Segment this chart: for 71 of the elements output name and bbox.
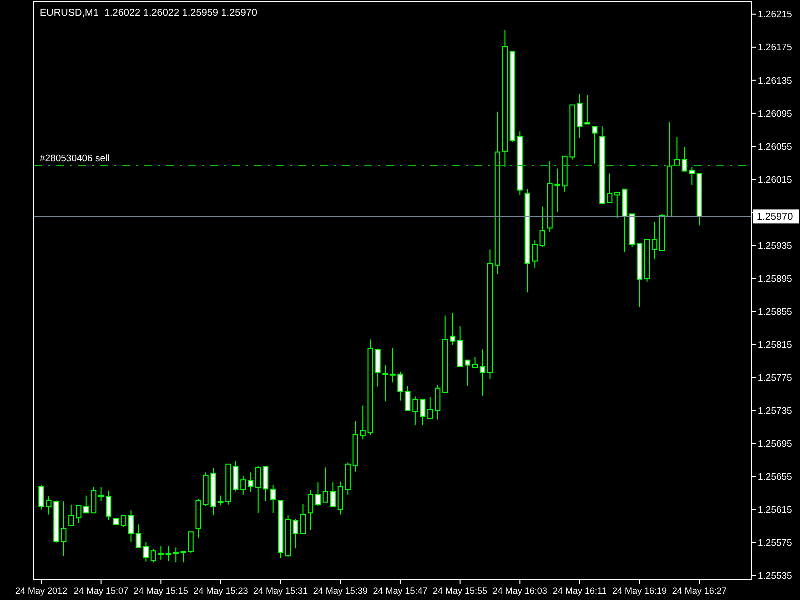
y-tick-label: 1.25575 — [758, 538, 792, 550]
candlestick — [338, 481, 344, 516]
candlestick — [76, 505, 82, 524]
candlestick — [450, 312, 456, 346]
candlestick — [532, 240, 538, 268]
y-tick-label: 1.26055 — [758, 142, 792, 153]
y-tick-label: 1.26135 — [758, 76, 792, 87]
candlestick — [472, 356, 478, 368]
y-tick-label: 1.25695 — [758, 439, 792, 450]
x-tick-label: 24 May 15:39 — [313, 586, 368, 596]
y-tick-label: 1.26095 — [758, 108, 792, 120]
candlestick — [68, 504, 74, 526]
candlestick — [614, 192, 620, 219]
candlestick — [682, 146, 688, 172]
candlestick — [292, 518, 299, 550]
candlestick — [270, 484, 276, 514]
candlestick — [464, 360, 471, 386]
y-tick-label: 1.25655 — [758, 472, 792, 484]
candlestick — [166, 546, 172, 562]
candlestick — [300, 504, 306, 534]
x-tick-label: 24 May 16:27 — [672, 586, 727, 596]
candlestick — [120, 515, 127, 528]
candlestick — [158, 546, 164, 561]
x-tick-label: 24 May 15:07 — [74, 586, 129, 596]
candlestick — [322, 467, 329, 503]
candlestick — [540, 206, 546, 248]
candlestick — [106, 490, 112, 522]
candlestick — [652, 222, 658, 260]
x-tick-label: 24 May 15:23 — [194, 586, 248, 596]
candlestick — [689, 166, 695, 186]
candlestick — [315, 482, 322, 508]
candlestick — [248, 472, 254, 493]
ref-line-label: #280530406 sell — [40, 153, 110, 164]
candlestick — [150, 548, 156, 564]
y-tick-label: 1.25535 — [758, 571, 792, 582]
x-tick-label: 24 May 15:47 — [373, 586, 428, 596]
x-tick-label: 24 May 15:15 — [134, 586, 188, 596]
y-tick-label: 1.25735 — [758, 406, 792, 418]
candlestick — [173, 547, 179, 564]
candlestick — [308, 489, 314, 531]
candlestick — [330, 482, 336, 508]
candlestick — [143, 542, 150, 562]
y-tick-label: 1.26175 — [758, 42, 792, 54]
x-tick-label: 24 May 15:55 — [433, 586, 488, 596]
y-tick-label: 1.25815 — [758, 340, 792, 351]
candlestick — [435, 384, 441, 420]
x-tick-label: 24 May 16:03 — [492, 586, 548, 596]
y-tick-label: 1.26215 — [758, 10, 792, 21]
x-tick-label: 24 May 16:19 — [612, 586, 668, 596]
y-tick-label: 1.26015 — [758, 174, 792, 186]
x-tick-label: 24 May 15:31 — [254, 586, 308, 596]
candlestick — [263, 466, 269, 502]
candlestick — [91, 487, 97, 514]
candlestick — [84, 495, 90, 514]
candlestick — [98, 487, 104, 502]
candlestick — [592, 126, 598, 164]
candlestick — [136, 524, 142, 548]
ref-line-label: 1.25970 — [757, 212, 794, 224]
candlestick — [428, 397, 434, 420]
y-tick-label: 1.25935 — [758, 240, 792, 252]
candlestick — [256, 466, 262, 514]
x-tick-label: 24 May 2012 — [15, 586, 68, 596]
text: EURUSD,M1 1.26022 1.26022 1.25959 1.25970 — [40, 8, 258, 19]
y-tick-label: 1.25895 — [758, 274, 792, 285]
candlestick — [480, 349, 486, 396]
y-tick-label: 1.25855 — [758, 306, 792, 318]
candlestick — [607, 173, 613, 204]
candlestick — [128, 510, 134, 543]
y-tick-label: 1.25615 — [758, 505, 792, 516]
x-tick-label: 24 May 16:11 — [553, 586, 607, 596]
y-tick-label: 1.25775 — [758, 373, 792, 384]
